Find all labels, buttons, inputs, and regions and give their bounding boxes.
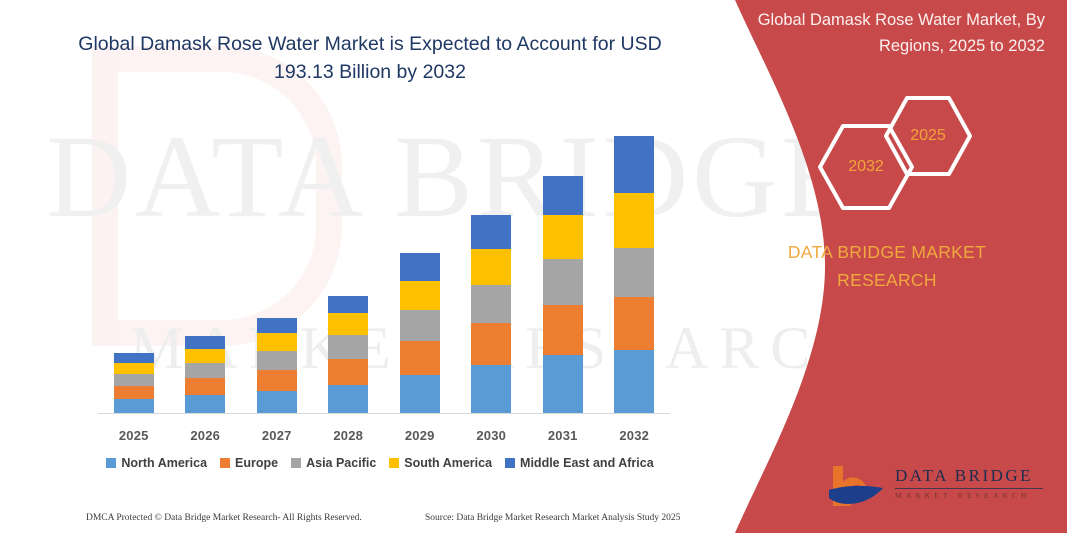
- bar-segment[interactable]: [256, 333, 297, 351]
- x-axis-label-2030: 2030: [476, 427, 507, 443]
- legend-item[interactable]: Middle East and Africa: [505, 456, 654, 470]
- bar-2027[interactable]: [256, 318, 297, 413]
- bar-segment[interactable]: [113, 399, 154, 413]
- hexagon-2025-outline: [884, 96, 972, 176]
- logo-text-block: DATA BRIDGE MARKET RESEARCH: [895, 466, 1043, 500]
- legend-label: Middle East and Africa: [520, 456, 654, 470]
- legend-swatch-icon: [291, 458, 302, 468]
- legend-label: South America: [404, 456, 493, 470]
- logo-sub-text: MARKET RESEARCH: [895, 491, 1031, 500]
- bar-segment[interactable]: [399, 341, 440, 375]
- legend-item[interactable]: Europe: [220, 456, 278, 470]
- legend-swatch-icon: [106, 458, 117, 468]
- bar-2028[interactable]: [328, 296, 369, 413]
- bar-segment[interactable]: [256, 370, 297, 391]
- bar-segment[interactable]: [614, 248, 655, 297]
- x-axis-labels: 2025 2026 2027 2028 2029 2030 2031 2032: [98, 424, 670, 446]
- bar-segment[interactable]: [328, 296, 369, 313]
- legend-swatch-icon: [389, 458, 400, 468]
- bar-segment[interactable]: [328, 335, 369, 359]
- bar-segment[interactable]: [256, 318, 297, 333]
- bar-segment[interactable]: [185, 395, 226, 413]
- logo-divider: [895, 488, 1043, 489]
- bar-segment[interactable]: [185, 349, 226, 363]
- hexagon-group: 2025 2032: [817, 95, 997, 210]
- bar-segment[interactable]: [542, 215, 583, 259]
- panel-background-shape: [735, 0, 1067, 533]
- bar-2030[interactable]: [471, 215, 512, 413]
- bar-chart-plot: [98, 120, 670, 413]
- bar-segment[interactable]: [614, 297, 655, 350]
- bar-segment[interactable]: [185, 378, 226, 395]
- hexagon-2025: 2025: [883, 95, 973, 177]
- bar-segment[interactable]: [542, 176, 583, 215]
- bar-segment[interactable]: [399, 375, 440, 413]
- legend-swatch-icon: [505, 458, 516, 468]
- bar-segment[interactable]: [113, 363, 154, 374]
- bar-segment[interactable]: [399, 310, 440, 341]
- chart-legend: North America Europe Asia Pacific South Ame…: [80, 456, 680, 470]
- bar-segment[interactable]: [328, 359, 369, 385]
- bar-segment[interactable]: [614, 193, 655, 248]
- company-logo: DATA BRIDGE MARKET RESEARCH: [827, 460, 1043, 512]
- legend-item[interactable]: South America: [389, 456, 492, 470]
- logo-main-text: DATA BRIDGE: [895, 466, 1034, 485]
- bar-segment[interactable]: [471, 215, 512, 249]
- legend-swatch-icon: [220, 458, 231, 468]
- bar-segment[interactable]: [471, 285, 512, 323]
- legend-label: Asia Pacific: [306, 456, 377, 470]
- bar-segment[interactable]: [614, 350, 655, 413]
- bar-segment[interactable]: [113, 374, 154, 386]
- hexagon-2025-label: 2025: [910, 127, 946, 144]
- legend-label: North America: [121, 456, 208, 470]
- bar-segment[interactable]: [542, 355, 583, 413]
- x-axis-label-2032: 2032: [619, 427, 650, 443]
- bar-2032[interactable]: [614, 136, 655, 413]
- x-axis-label-2026: 2026: [190, 427, 221, 443]
- bar-segment[interactable]: [542, 259, 583, 305]
- bar-segment[interactable]: [328, 313, 369, 335]
- bar-segment[interactable]: [471, 323, 512, 365]
- bar-segment[interactable]: [614, 136, 655, 193]
- x-axis-label-2028: 2028: [333, 427, 364, 443]
- bar-segment[interactable]: [113, 386, 154, 399]
- bar-segment[interactable]: [542, 305, 583, 355]
- hexagon-2032-outline: [818, 124, 914, 210]
- hexagon-2032: 2032: [817, 123, 915, 211]
- footer-copyright: DMCA Protected © Data Bridge Market Rese…: [86, 513, 362, 523]
- bar-segment[interactable]: [113, 353, 154, 363]
- legend-item[interactable]: Asia Pacific: [291, 456, 376, 470]
- footer-source: Source: Data Bridge Market Research Mark…: [425, 513, 681, 523]
- x-axis-label-2025: 2025: [118, 427, 149, 443]
- bar-2026[interactable]: [185, 336, 226, 413]
- footer: DMCA Protected © Data Bridge Market Rese…: [0, 508, 700, 528]
- bar-segment[interactable]: [256, 351, 297, 370]
- hexagon-2032-label: 2032: [848, 158, 884, 175]
- legend-item[interactable]: North America: [106, 456, 207, 470]
- x-axis-label-2029: 2029: [404, 427, 435, 443]
- x-axis-label-2027: 2027: [261, 427, 292, 443]
- bar-2025[interactable]: [113, 353, 154, 413]
- bar-segment[interactable]: [399, 253, 440, 281]
- bar-segment[interactable]: [256, 391, 297, 413]
- bar-2029[interactable]: [399, 253, 440, 413]
- bar-segment[interactable]: [328, 385, 369, 413]
- bar-segment[interactable]: [471, 249, 512, 285]
- bar-segment[interactable]: [471, 365, 512, 413]
- legend-label: Europe: [235, 456, 279, 470]
- bar-segment[interactable]: [185, 336, 226, 349]
- panel-title: Global Damask Rose Water Market, By Regi…: [757, 11, 1045, 55]
- bar-segment[interactable]: [399, 281, 440, 310]
- page-title: Global Damask Rose Water Market is Expec…: [78, 33, 662, 84]
- bar-2031[interactable]: [542, 176, 583, 413]
- logo-bridge-icon: [827, 462, 889, 510]
- brand-panel: Global Damask Rose Water Market, By Regi…: [707, 0, 1067, 533]
- x-axis-line: [98, 413, 670, 414]
- x-axis-label-2031: 2031: [547, 427, 578, 443]
- brand-name: DATA BRIDGE MARKET RESEARCH: [787, 242, 987, 290]
- bar-segment[interactable]: [185, 363, 226, 378]
